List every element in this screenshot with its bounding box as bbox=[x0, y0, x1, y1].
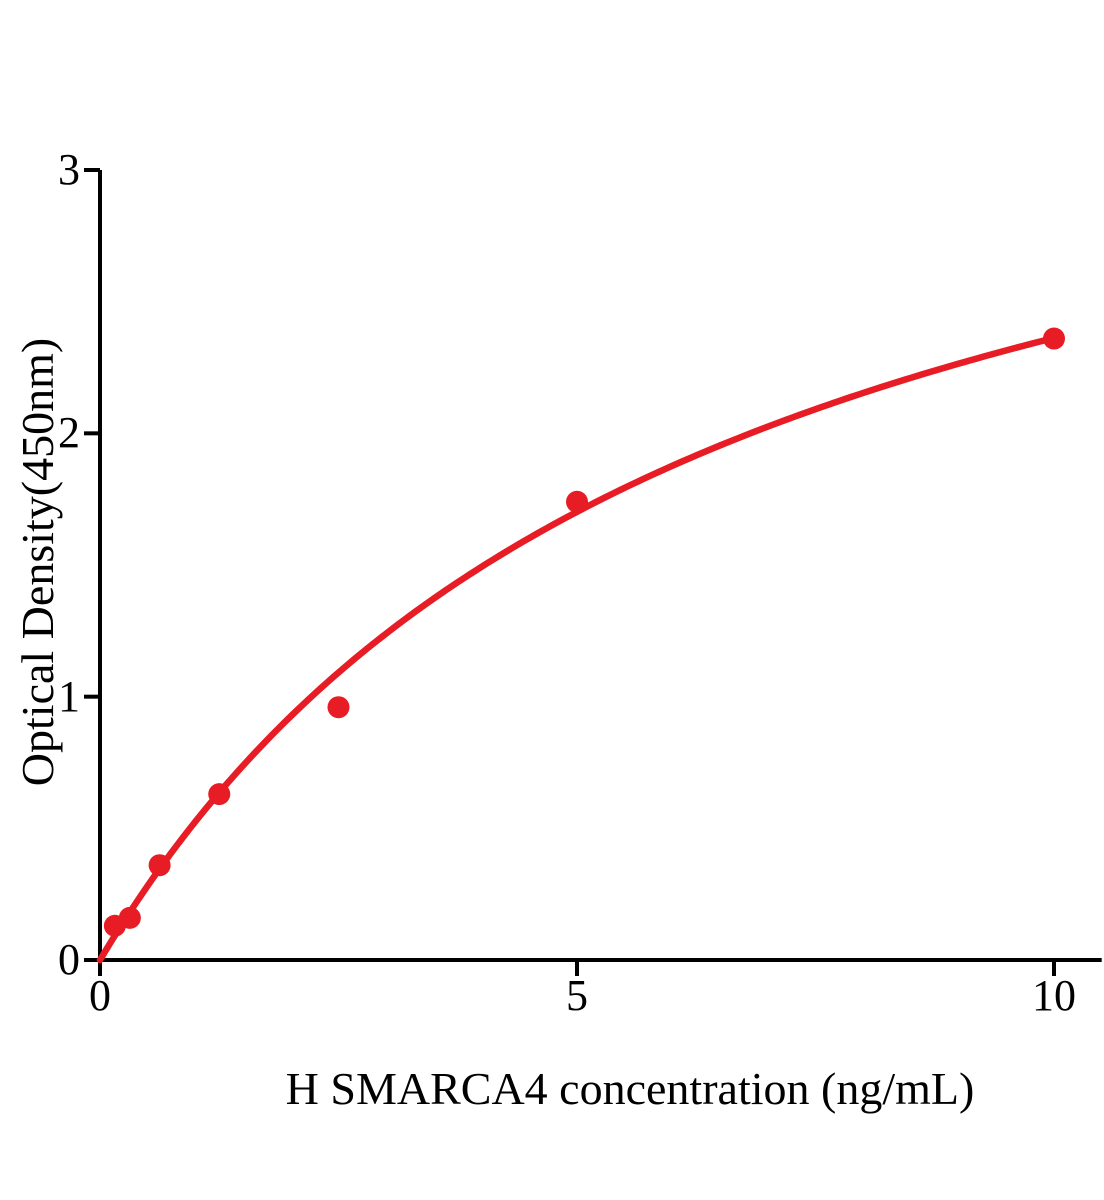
y-tick-label: 0 bbox=[58, 935, 80, 984]
y-axis-title: Optical Density(450nm) bbox=[12, 337, 63, 787]
fit-curve bbox=[96, 334, 1058, 964]
x-tick-label: 0 bbox=[89, 971, 111, 1020]
x-tick-label: 10 bbox=[1032, 971, 1076, 1020]
y-tick-label: 2 bbox=[58, 408, 80, 458]
data-point bbox=[1043, 327, 1065, 350]
x-axis-title: H SMARCA4 concentration (ng/mL) bbox=[285, 1063, 975, 1114]
data-point bbox=[208, 783, 231, 806]
y-tick-label: 3 bbox=[58, 145, 80, 194]
x-tick-label: 5 bbox=[566, 971, 588, 1020]
data-point bbox=[566, 490, 588, 513]
y-tick-label: 1 bbox=[58, 671, 80, 721]
data-point bbox=[327, 696, 350, 719]
data-point bbox=[118, 906, 141, 929]
data-point bbox=[148, 854, 171, 877]
